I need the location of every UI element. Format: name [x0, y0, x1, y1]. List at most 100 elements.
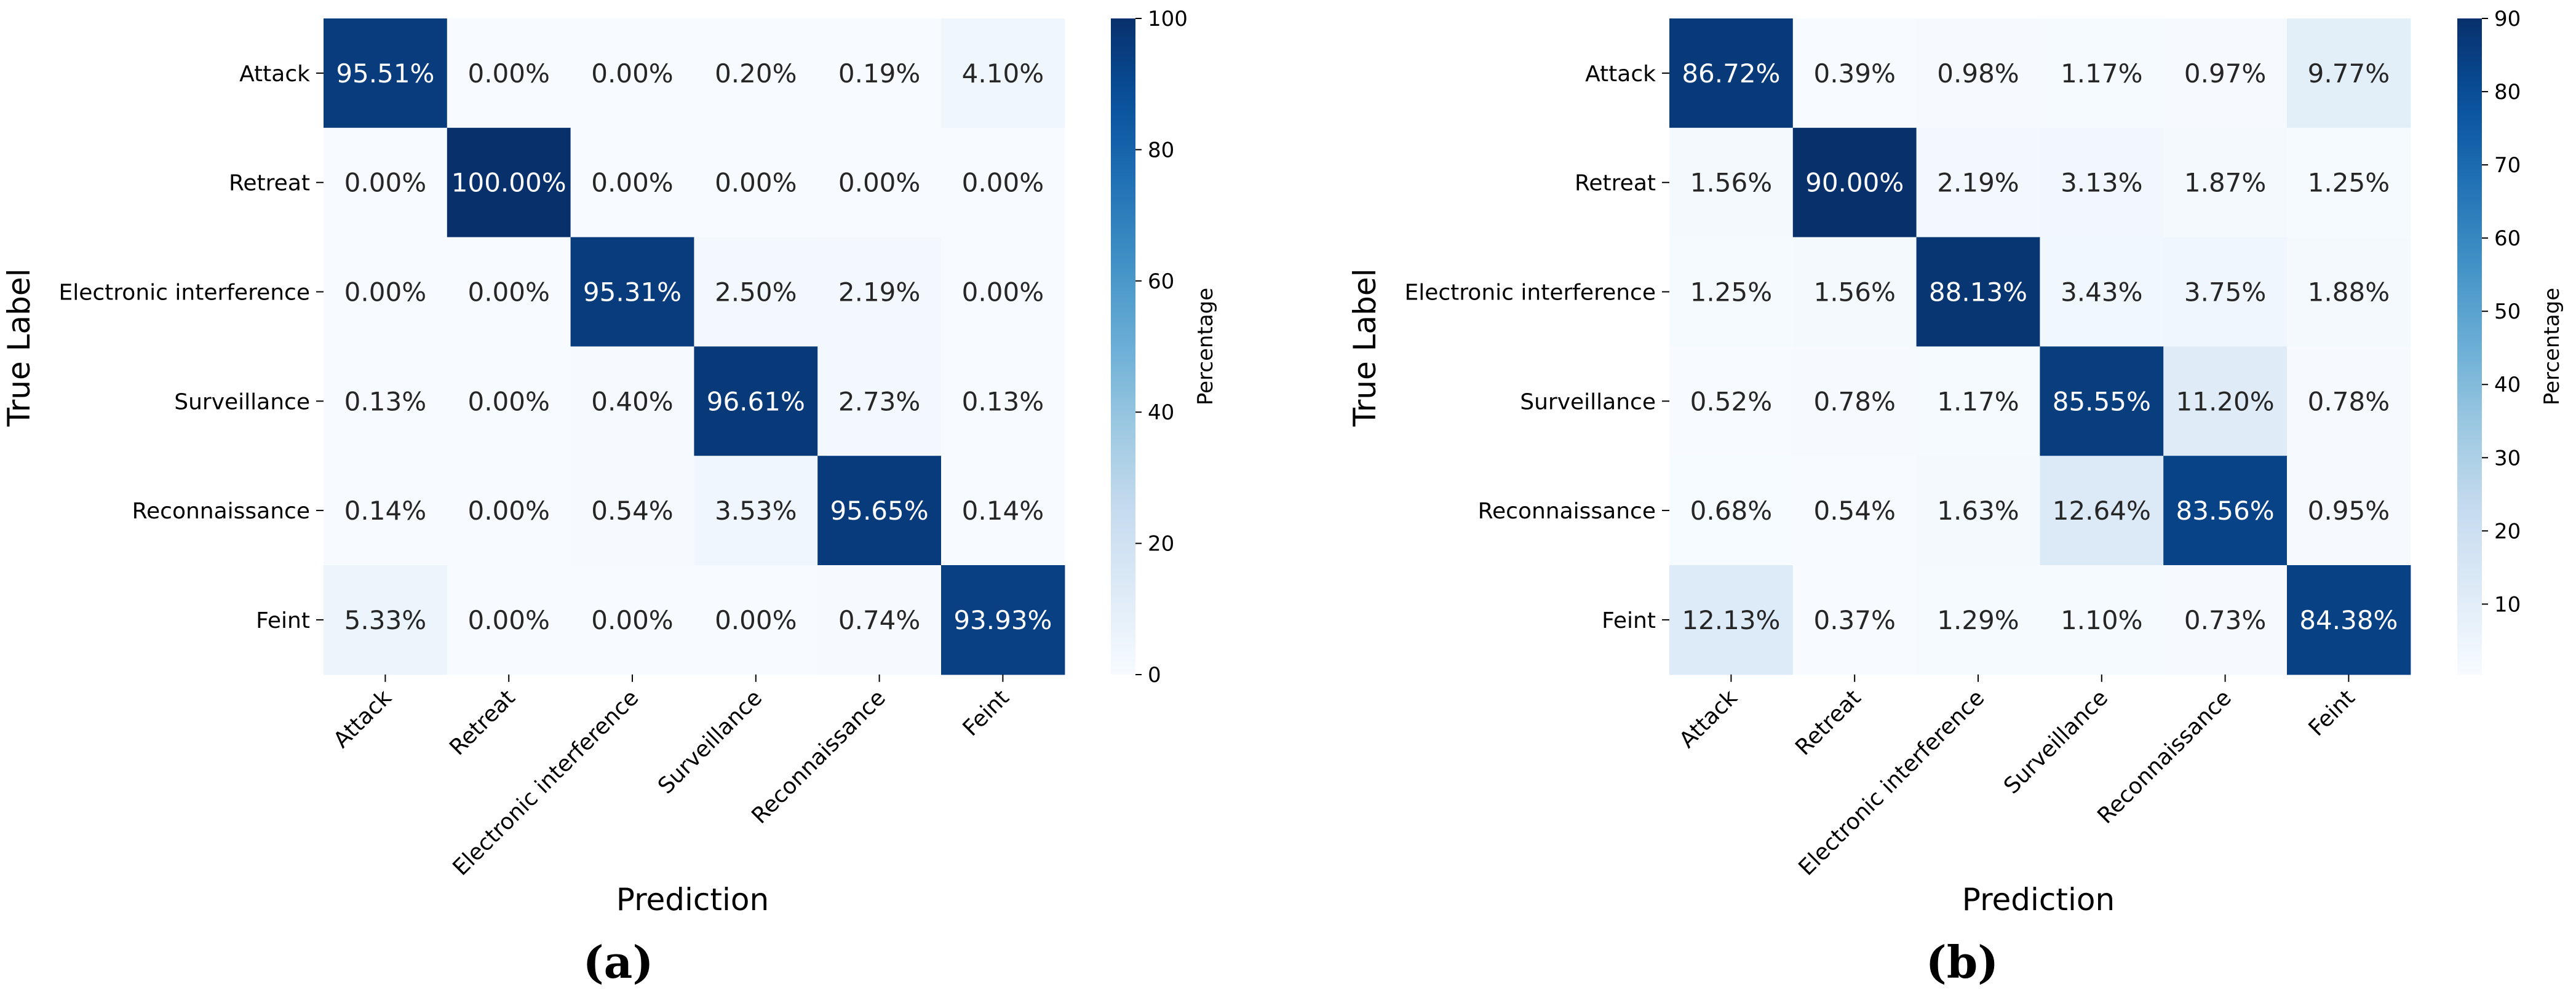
heatmap-cell [570, 18, 694, 129]
heatmap-cell [447, 18, 571, 129]
cell-value-label: 3.43% [2061, 277, 2142, 307]
heatmap-cell [2287, 127, 2411, 238]
heatmap-cell [324, 127, 448, 238]
cell-value-label: 0.74% [838, 605, 920, 635]
cell-value-label: 0.39% [1813, 58, 1895, 89]
x-tick-label: Reconnaissance [747, 685, 891, 829]
cell-value-label: 0.68% [1690, 496, 1772, 526]
heatmap-cell [447, 565, 571, 675]
heatmap-cell [2040, 456, 2164, 566]
heatmap-cell [817, 127, 942, 238]
heatmap-cell [2287, 18, 2411, 129]
heatmap-cell [1792, 565, 1917, 675]
x-tick-label: Surveillance [1999, 685, 2113, 799]
heatmap-cell [2040, 127, 2164, 238]
heatmap-cell [2287, 456, 2411, 566]
cell-value-label: 93.93% [953, 605, 1052, 635]
cell-value-label: 0.78% [2308, 386, 2390, 416]
colorbar-tick-label: 10 [2494, 592, 2521, 617]
heatmap-cell [447, 127, 571, 238]
cell-value-label: 0.13% [962, 386, 1044, 416]
cell-value-label: 84.38% [2299, 605, 2398, 635]
colorbar [1111, 18, 1135, 675]
heatmap-cell [2287, 237, 2411, 347]
heatmap-cell [2040, 237, 2164, 347]
heatmap-cell [1916, 456, 2040, 566]
heatmap-cell [1792, 127, 1917, 238]
cell-value-label: 0.14% [344, 496, 426, 526]
heatmap-cell [941, 127, 1065, 238]
heatmap-cell [817, 456, 942, 566]
cell-value-label: 1.56% [1813, 277, 1895, 307]
cell-value-label: 1.87% [2184, 168, 2266, 198]
cell-value-label: 0.00% [962, 277, 1044, 307]
heatmap-cell [1669, 18, 1794, 129]
heatmap-cell [2040, 18, 2164, 129]
cell-value-label: 2.73% [838, 386, 920, 416]
colorbar-tick-label: 40 [2494, 373, 2521, 397]
heatmap-cell [570, 456, 694, 566]
cell-value-label: 0.78% [1813, 386, 1895, 416]
heatmap-cell [324, 18, 448, 129]
colorbar-tick-label: 30 [2494, 446, 2521, 470]
cell-value-label: 0.54% [591, 496, 673, 526]
cell-value-label: 5.33% [344, 605, 426, 635]
cell-value-label: 1.63% [1937, 496, 2019, 526]
heatmap-cell [447, 456, 571, 566]
cell-value-label: 0.00% [591, 168, 673, 198]
heatmap-cell [2040, 565, 2164, 675]
heatmap-cell [694, 346, 818, 456]
heatmap-cell [570, 237, 694, 347]
x-tick-label: Surveillance [653, 685, 767, 799]
y-tick-label: Surveillance [1520, 389, 1656, 414]
y-tick-label: Attack [1585, 61, 1656, 87]
colorbar-label: Percentage [2540, 288, 2564, 405]
heatmap-cell [941, 346, 1065, 456]
cell-value-label: 0.98% [1937, 58, 2019, 89]
cell-value-label: 1.25% [2308, 168, 2390, 198]
cell-value-label: 0.00% [467, 386, 549, 416]
heatmap-cell [447, 237, 571, 347]
colorbar-tick-label: 90 [2494, 7, 2521, 31]
cell-value-label: 12.64% [2053, 496, 2151, 526]
cell-value-label: 0.00% [344, 168, 426, 198]
cell-value-label: 11.20% [2176, 386, 2275, 416]
colorbar-label: Percentage [1193, 288, 1218, 405]
y-tick-label: Surveillance [174, 389, 310, 414]
cell-value-label: 2.19% [838, 277, 920, 307]
confusion-matrix-panel-a: 95.51% 0.00% 0.00% 0.20% 0.19% 4.10% 0.00% 100.… [1, 7, 1218, 988]
heatmap-cell [324, 237, 448, 347]
colorbar-tick-label: 60 [1148, 269, 1174, 294]
cell-value-label: 1.17% [1937, 386, 2019, 416]
heatmap-cell [694, 127, 818, 238]
cell-value-label: 0.00% [467, 58, 549, 89]
y-tick-label: Attack [239, 61, 310, 87]
cell-value-label: 0.52% [1690, 386, 1772, 416]
colorbar-tick-label: 80 [2494, 80, 2521, 105]
heatmap-cell [447, 346, 571, 456]
heatmap-cell [1916, 237, 2040, 347]
heatmap-cell [2163, 456, 2288, 566]
x-tick-label: Attack [1674, 685, 1742, 753]
colorbar-tick-label: 70 [2494, 153, 2521, 178]
x-tick-label: Reconnaissance [2093, 685, 2236, 829]
cell-value-label: 1.25% [1690, 277, 1772, 307]
cell-value-label: 0.37% [1813, 605, 1895, 635]
cell-value-label: 1.56% [1690, 168, 1772, 198]
heatmap-cell [570, 346, 694, 456]
cell-value-label: 0.00% [467, 277, 549, 307]
cell-value-label: 95.51% [336, 58, 434, 89]
cell-value-label: 0.13% [344, 386, 426, 416]
cell-value-label: 100.00% [451, 168, 566, 198]
cell-value-label: 12.13% [1682, 605, 1780, 635]
heatmap-cell [1916, 565, 2040, 675]
heatmap-cell [817, 237, 942, 347]
cell-value-label: 0.95% [2308, 496, 2390, 526]
heatmap-cell [324, 346, 448, 456]
y-axis-label: True Label [1, 269, 37, 427]
cell-value-label: 83.56% [2176, 496, 2275, 526]
colorbar-tick-label: 40 [1148, 400, 1174, 425]
cell-value-label: 0.00% [591, 58, 673, 89]
cell-value-label: 3.53% [715, 496, 797, 526]
